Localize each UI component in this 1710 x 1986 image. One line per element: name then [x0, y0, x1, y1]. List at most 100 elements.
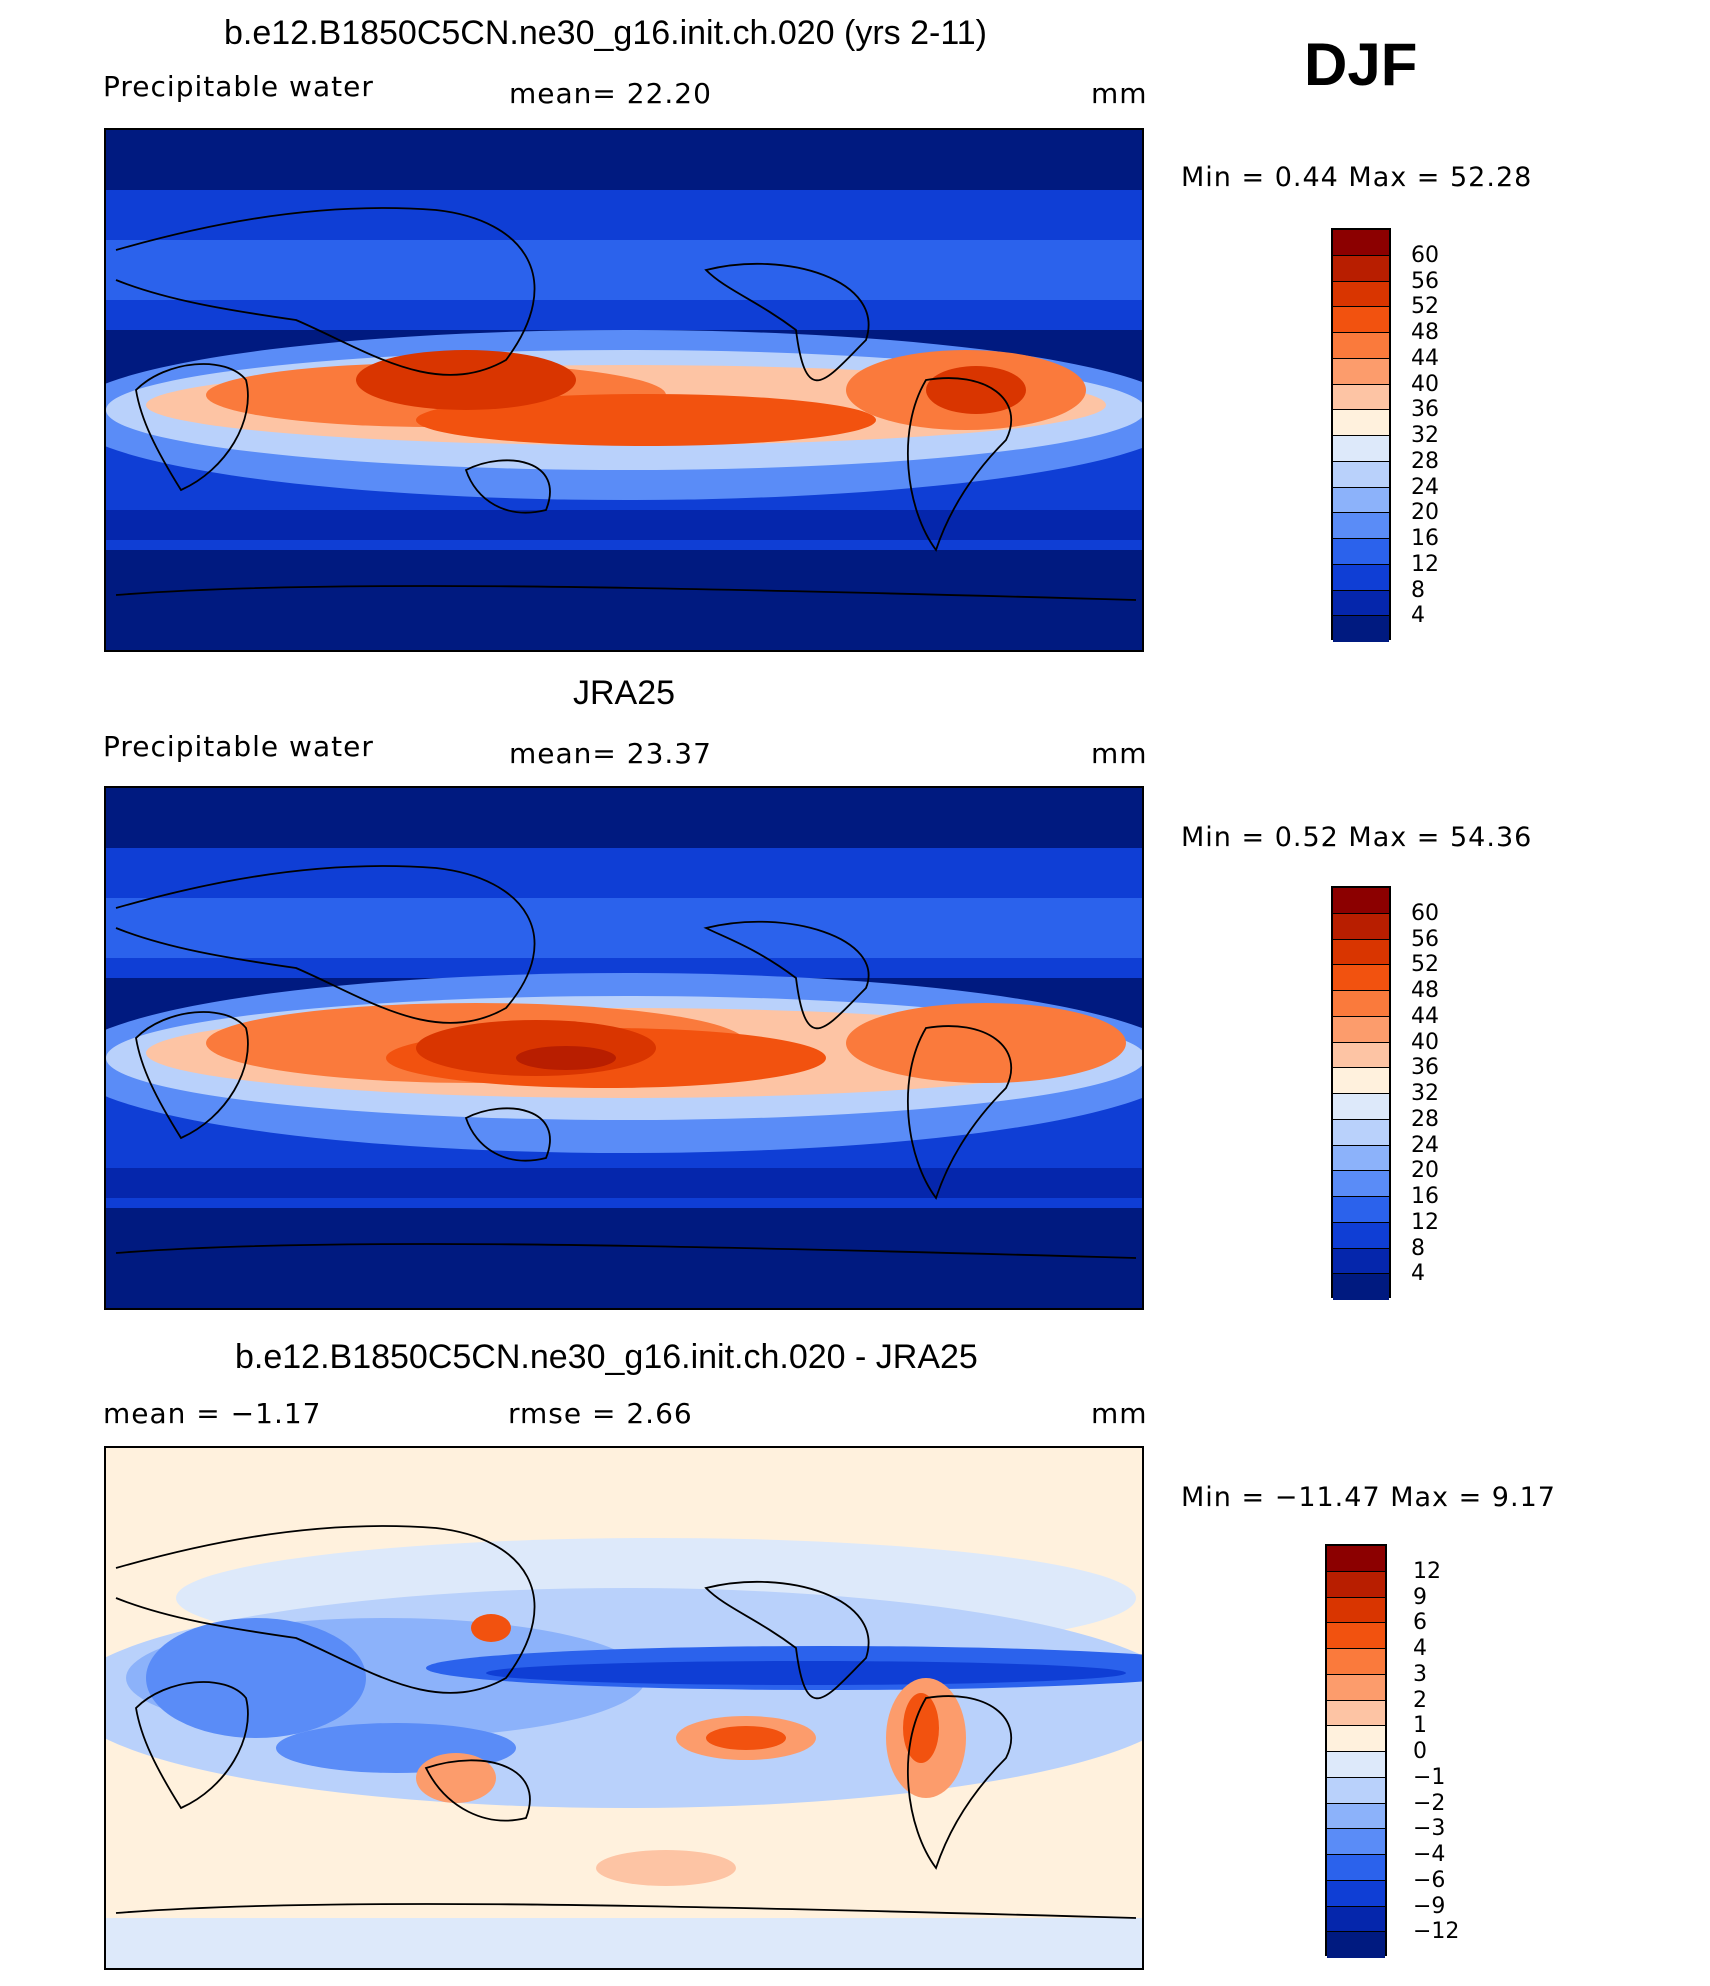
panel-diff-colorbar-tick: −2	[1413, 1791, 1446, 1816]
panel-obs-colorbar-swatch	[1333, 1274, 1389, 1300]
panel-diff-colorbar-swatch	[1327, 1571, 1385, 1598]
panel-obs-colorbar-tick: 16	[1411, 1184, 1439, 1209]
panel-model-colorbar-tick: 60	[1411, 243, 1439, 268]
panel-model-colorbar-tick: 52	[1411, 294, 1439, 319]
panel-model-units: mm	[1091, 77, 1148, 110]
panel-diff-colorbar-swatch	[1327, 1829, 1385, 1855]
panel-model-colorbar-swatch	[1333, 513, 1389, 539]
panel-obs-minmax: Min = 0.52 Max = 54.36	[1181, 822, 1533, 853]
panel-obs-map	[104, 786, 1144, 1310]
panel-model-colorbar-swatch	[1333, 436, 1389, 462]
panel-diff-colorbar-tick: 1	[1413, 1713, 1427, 1738]
panel-diff-colorbar-swatch	[1327, 1932, 1385, 1958]
panel-model-colorbar-tick: 40	[1411, 372, 1439, 397]
panel-obs-colorbar-tick: 52	[1411, 952, 1439, 977]
panel-diff-colorbar-tick: −9	[1413, 1894, 1446, 1919]
panel-diff-rmse: rmse = 2.66	[508, 1397, 693, 1430]
panel-diff-colorbar-swatch	[1327, 1597, 1385, 1624]
panel-model-colorbar-swatch	[1333, 616, 1389, 642]
panel-obs-title: JRA25	[573, 674, 676, 712]
panel-diff-colorbar-swatch	[1327, 1674, 1385, 1701]
panel-obs-colorbar-tick: 4	[1411, 1261, 1425, 1286]
panel-obs-colorbar	[1331, 886, 1391, 1300]
panel-diff-colorbar-tick: −6	[1413, 1868, 1446, 1893]
panel-obs-colorbar-swatch	[1333, 1119, 1389, 1146]
panel-obs-colorbar-swatch	[1333, 1068, 1389, 1094]
panel-diff-colorbar-swatch	[1327, 1700, 1385, 1727]
panel-model-colorbar-swatch	[1333, 333, 1389, 359]
panel-model-colorbar-tick: 56	[1411, 269, 1439, 294]
panel-model-colorbar-swatch	[1333, 564, 1389, 591]
panel-obs-colorbar-swatch	[1333, 965, 1389, 991]
panel-obs-colorbar-tick: 60	[1411, 901, 1439, 926]
panel-diff-colorbar-tick: 0	[1413, 1739, 1427, 1764]
panel-model-colorbar-tick: 20	[1411, 500, 1439, 525]
panel-obs-colorbar-swatch	[1333, 1171, 1389, 1197]
panel-obs-colorbar-swatch	[1333, 913, 1389, 940]
panel-model-colorbar-tick: 32	[1411, 423, 1439, 448]
panel-obs-colorbar-tick: 24	[1411, 1133, 1439, 1158]
panel-obs-colorbar-swatch	[1333, 1248, 1389, 1275]
panel-diff-colorbar-tick: −1	[1413, 1765, 1446, 1790]
panel-diff-map	[104, 1446, 1144, 1970]
panel-model-colorbar-swatch	[1333, 358, 1389, 385]
panel-obs-colorbar-tick: 56	[1411, 927, 1439, 952]
panel-diff-mean: mean = −1.17	[103, 1397, 322, 1430]
panel-obs-colorbar-swatch	[1333, 1222, 1389, 1249]
panel-model-minmax: Min = 0.44 Max = 52.28	[1181, 162, 1533, 193]
panel-obs-colorbar-swatch	[1333, 939, 1389, 966]
panel-obs-colorbar-tick: 40	[1411, 1030, 1439, 1055]
panel-diff-minmax: Min = −11.47 Max = 9.17	[1181, 1482, 1556, 1513]
panel-obs-units: mm	[1091, 737, 1148, 770]
panel-obs-colorbar-tick: 20	[1411, 1158, 1439, 1183]
panel-model-colorbar-tick: 8	[1411, 578, 1425, 603]
panel-model-variable: Precipitable water	[103, 70, 374, 103]
panel-obs-colorbar-swatch	[1333, 1145, 1389, 1172]
panel-diff-colorbar-swatch	[1327, 1623, 1385, 1649]
panel-diff-colorbar-swatch	[1327, 1649, 1385, 1675]
panel-diff-colorbar-tick: −4	[1413, 1842, 1446, 1867]
panel-model-colorbar-swatch	[1333, 487, 1389, 514]
panel-model-colorbar-tick: 16	[1411, 526, 1439, 551]
panel-obs-colorbar-tick: 48	[1411, 978, 1439, 1003]
panel-obs-mean: mean= 23.37	[509, 737, 712, 770]
panel-model-map	[104, 128, 1144, 652]
panel-obs-colorbar-swatch	[1333, 888, 1389, 914]
panel-model-colorbar-swatch	[1333, 539, 1389, 565]
panel-diff-colorbar-tick: 12	[1413, 1559, 1441, 1584]
panel-model-colorbar-swatch	[1333, 590, 1389, 617]
panel-model-colorbar-tick: 4	[1411, 603, 1425, 628]
panel-obs-colorbar-tick: 32	[1411, 1081, 1439, 1106]
panel-obs-colorbar-swatch	[1333, 1197, 1389, 1223]
panel-model-colorbar-tick: 48	[1411, 320, 1439, 345]
panel-diff-colorbar	[1325, 1544, 1387, 1958]
panel-diff-colorbar-swatch	[1327, 1726, 1385, 1752]
panel-diff-colorbar-tick: 6	[1413, 1610, 1427, 1635]
panel-diff-colorbar-swatch	[1327, 1752, 1385, 1778]
panel-model-colorbar-swatch	[1333, 281, 1389, 308]
panel-diff-colorbar-tick: 2	[1413, 1688, 1427, 1713]
panel-model-colorbar-tick: 24	[1411, 475, 1439, 500]
season-label: DJF	[1304, 31, 1418, 98]
panel-model-title: b.e12.B1850C5CN.ne30_g16.init.ch.020 (yr…	[224, 14, 987, 52]
panel-obs-colorbar-swatch	[1333, 991, 1389, 1017]
panel-diff-colorbar-swatch	[1327, 1803, 1385, 1830]
panel-diff-colorbar-swatch	[1327, 1855, 1385, 1881]
panel-diff-colorbar-swatch	[1327, 1880, 1385, 1907]
panel-obs-colorbar-swatch	[1333, 1042, 1389, 1069]
panel-diff-colorbar-swatch	[1327, 1906, 1385, 1933]
panel-model-colorbar-tick: 12	[1411, 552, 1439, 577]
panel-model-colorbar-swatch	[1333, 307, 1389, 333]
panel-diff-units: mm	[1091, 1397, 1148, 1430]
panel-model-colorbar-swatch	[1333, 461, 1389, 488]
panel-diff-title: b.e12.B1850C5CN.ne30_g16.init.ch.020 - J…	[235, 1338, 978, 1376]
panel-diff-colorbar-swatch	[1327, 1777, 1385, 1804]
panel-obs-colorbar-tick: 12	[1411, 1210, 1439, 1235]
panel-model-colorbar-tick: 36	[1411, 397, 1439, 422]
panel-diff-colorbar-tick: 9	[1413, 1585, 1427, 1610]
panel-model-colorbar-tick: 28	[1411, 449, 1439, 474]
panel-model-colorbar-swatch	[1333, 255, 1389, 282]
panel-obs-colorbar-swatch	[1333, 1016, 1389, 1043]
panel-diff-colorbar-tick: −3	[1413, 1816, 1446, 1841]
panel-model-colorbar	[1331, 228, 1391, 642]
